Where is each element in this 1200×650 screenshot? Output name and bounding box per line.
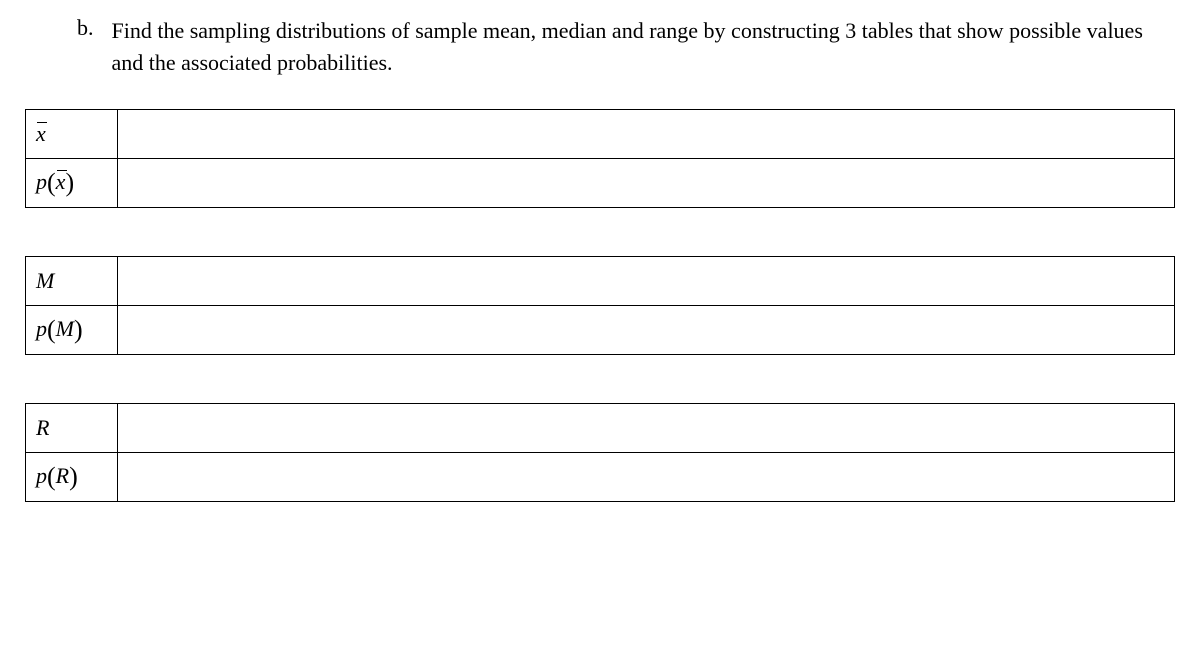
- value-r: [118, 403, 1175, 452]
- question-text: Find the sampling distributions of sampl…: [112, 15, 1176, 79]
- label-r: R: [26, 403, 118, 452]
- value-xbar: [118, 109, 1175, 158]
- label-p-r: p(R): [26, 452, 118, 501]
- table-median: M p(M): [25, 256, 1175, 355]
- table-range: R p(R): [25, 403, 1175, 502]
- label-m: M: [26, 256, 118, 305]
- label-xbar: x: [26, 109, 118, 158]
- value-p-xbar: [118, 158, 1175, 207]
- table-sample-mean: x p(x): [25, 109, 1175, 208]
- label-p-m: p(M): [26, 305, 118, 354]
- value-p-m: [118, 305, 1175, 354]
- value-m: [118, 256, 1175, 305]
- value-p-r: [118, 452, 1175, 501]
- question-marker: b.: [77, 15, 94, 41]
- label-p-xbar: p(x): [26, 158, 118, 207]
- question-header: b. Find the sampling distributions of sa…: [25, 15, 1175, 79]
